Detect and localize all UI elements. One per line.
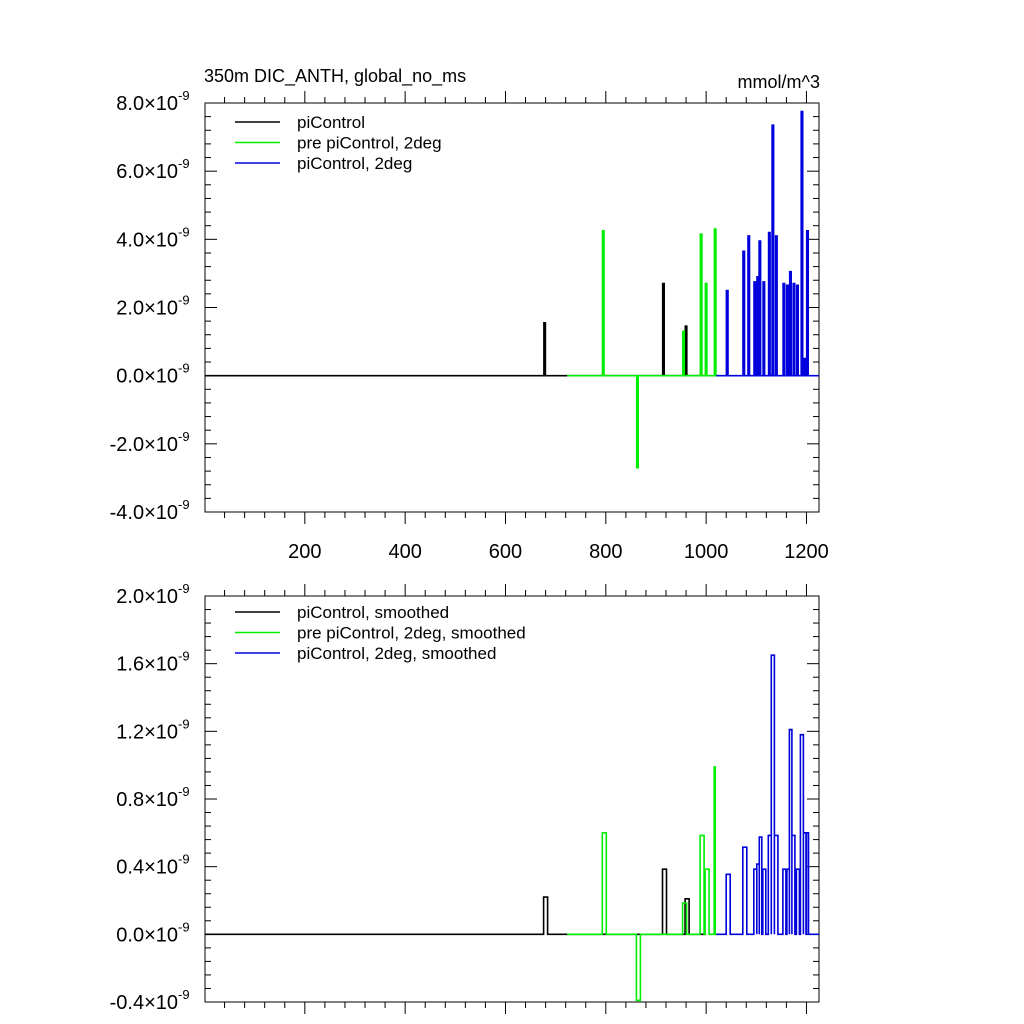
x-tick-label: 1000 xyxy=(684,541,729,563)
y-tick-exponent: -9 xyxy=(178,716,190,731)
series-line-1 xyxy=(567,766,719,1002)
series-line-0 xyxy=(205,282,707,377)
legend-label: piControl, 2deg xyxy=(297,154,412,173)
x-tick-label: 400 xyxy=(388,541,421,563)
y-tick-mantissa: 0.4×10 xyxy=(116,857,178,879)
y-tick-label: 0.8×10 xyxy=(116,789,178,811)
units-label: mmol/m^3 xyxy=(738,72,820,92)
y-tick-exponent: -9 xyxy=(178,293,190,308)
series-line-1 xyxy=(567,228,719,469)
y-tick-exponent: -9 xyxy=(178,156,190,171)
legend-label: pre piControl, 2deg, smoothed xyxy=(297,624,526,643)
legend-label: pre piControl, 2deg xyxy=(297,134,442,153)
x-tick-label: 1200 xyxy=(784,541,829,563)
legend-label: piControl xyxy=(297,113,365,132)
y-tick-label: 2.0×10 xyxy=(116,586,178,608)
y-tick-exponent: -9 xyxy=(178,784,190,799)
y-tick-label: 8.0×10 xyxy=(116,93,178,115)
legend-label: piControl, smoothed xyxy=(297,603,449,622)
y-tick-label: 0.0×10 xyxy=(116,366,178,388)
x-tick-label: 200 xyxy=(288,541,321,563)
y-tick-label: 2.0×10 xyxy=(116,298,178,320)
bottom-panel: -0.4×10 -90.0×10 -90.4×10 -90.8×10 -91.2×10-… xyxy=(110,581,820,1014)
y-tick-label: 1.2×10 xyxy=(116,721,178,743)
y-tick-mantissa: -0.4×10 xyxy=(110,992,178,1014)
y-tick-label: -4.0×10 xyxy=(110,502,178,524)
y-tick-mantissa: 1.2×10 xyxy=(116,721,178,743)
y-tick-label: -0.4×10 xyxy=(110,992,178,1014)
y-tick-label: -2.0×10 xyxy=(110,434,178,456)
y-tick-mantissa: 0.0×10 xyxy=(116,366,178,388)
chart-title: 350m DIC_ANTH, global_no_ms xyxy=(204,66,466,87)
y-tick-mantissa: -4.0×10 xyxy=(110,502,178,524)
y-tick-exponent: -9 xyxy=(178,361,190,376)
y-tick-exponent: -9 xyxy=(178,987,190,1002)
y-tick-label: 0.0×10 xyxy=(116,924,178,946)
top-panel: -4.0×10 -9-2.0×10 -90.0×10 -92.0×10 -94.0×10… xyxy=(110,88,829,563)
y-tick-mantissa: 2.0×10 xyxy=(116,298,178,320)
y-tick-mantissa: 6.0×10 xyxy=(116,161,178,183)
y-tick-mantissa: 0.8×10 xyxy=(116,789,178,811)
y-tick-mantissa: -2.0×10 xyxy=(110,434,178,456)
y-tick-mantissa: 2.0×10 xyxy=(116,586,178,608)
y-tick-mantissa: 4.0×10 xyxy=(116,229,178,251)
y-tick-exponent: -9 xyxy=(178,429,190,444)
x-tick-label: 600 xyxy=(489,541,522,563)
y-tick-exponent: -9 xyxy=(178,649,190,664)
y-tick-label: 0.4×10 xyxy=(116,857,178,879)
y-tick-exponent: -9 xyxy=(178,581,190,596)
legend-label: piControl, 2deg, smoothed xyxy=(297,644,496,663)
y-tick-exponent: -9 xyxy=(178,497,190,512)
y-tick-exponent: -9 xyxy=(178,852,190,867)
series-line-2 xyxy=(716,110,819,377)
y-tick-mantissa: 0.0×10 xyxy=(116,924,178,946)
y-tick-mantissa: 8.0×10 xyxy=(116,93,178,115)
y-tick-mantissa: 1.6×10 xyxy=(116,654,178,676)
y-tick-label: 6.0×10 xyxy=(116,161,178,183)
x-tick-label: 800 xyxy=(589,541,622,563)
y-tick-exponent: -9 xyxy=(178,224,190,239)
series-line-2 xyxy=(716,654,819,936)
series-line-0 xyxy=(205,868,707,936)
y-tick-label: 1.6×10 xyxy=(116,654,178,676)
y-tick-exponent: -9 xyxy=(178,88,190,103)
y-tick-exponent: -9 xyxy=(178,919,190,934)
y-tick-label: 4.0×10 xyxy=(116,229,178,251)
